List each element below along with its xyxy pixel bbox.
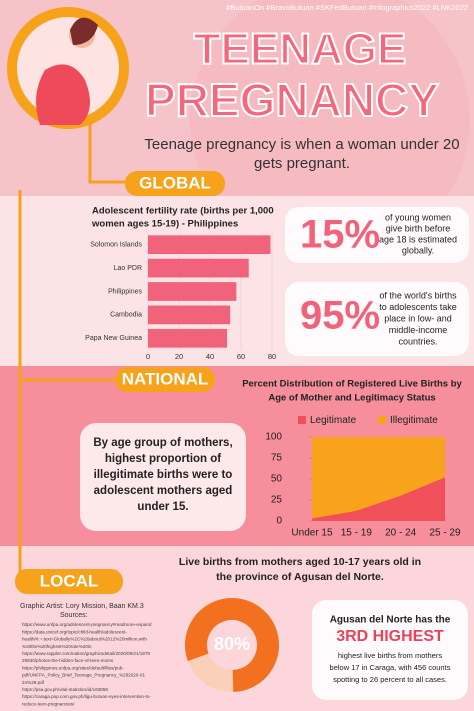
hair [70, 17, 98, 45]
text-line: of the world's births [379, 290, 457, 300]
source-url: https://caraga.pop.com.gov.ph/ligu-butua… [22, 694, 151, 699]
bar [148, 305, 231, 325]
heading: Live births from mothers aged 10-17 year… [179, 556, 421, 568]
source-url: 24%29.pdf [22, 680, 45, 685]
y-tick-label: 75 [271, 453, 283, 464]
source-url: reduce-teen-pregnancies/ [22, 701, 75, 706]
text-line: spotting to 26 percent to all cases. [333, 675, 447, 684]
donut-label: 80% [214, 634, 250, 654]
section-label: GLOBAL [139, 173, 211, 192]
source-url: https://www.rappler.com/nation/graphicsd… [22, 651, 150, 656]
legend-label: Illegitimate [390, 415, 438, 426]
callout-box [312, 600, 468, 700]
source-url: 29830/photos-the-hidden-face-of-teen-mom… [22, 658, 114, 663]
area [312, 437, 445, 519]
hashtags: #ButuanOn #BravoButuan #SKFedButuan #Inf… [226, 3, 468, 12]
text-line: illegitimate births were to [94, 469, 233, 481]
stat-value: 95% [300, 294, 380, 338]
legend-swatch [378, 416, 386, 424]
subtitle: gets pregnant. [254, 155, 350, 172]
credit: Graphic Artist: Lory Mission, Baan KM.3 [20, 603, 144, 610]
source-url: %20the%20highest%20rate%20in [22, 644, 92, 649]
legend-label: Legitimate [310, 415, 357, 426]
stat-box [285, 207, 469, 263]
y-tick-label: Papa New Guinea [85, 335, 142, 342]
title: PREGNANCY [145, 74, 439, 126]
source-url: pdf/UNFPA_Policy_Brief_Teenage_Pregnancy… [22, 673, 145, 678]
text-line: age 18 is estimated [379, 234, 457, 244]
source-url: https://www.unfpa.org/adolescent-pregnan… [22, 622, 152, 627]
stat-box [285, 282, 469, 356]
subtitle: Teenage pregnancy is when a woman under … [144, 136, 459, 153]
x-tick-label: Under 15 [291, 528, 333, 539]
y-tick-label: 50 [271, 474, 283, 485]
section-pill [15, 569, 123, 594]
chart-title: Age of Mother and Legitimacy Status [268, 393, 435, 404]
legend-swatch [298, 416, 306, 424]
text-line: place in low- and [384, 313, 452, 323]
text-line: highest proportion of [105, 453, 221, 465]
y-tick-label: Cambodia [110, 312, 142, 319]
donut-arc [185, 598, 279, 693]
source-url: health/#:~:text=Globally%2C%20about%2012… [22, 637, 147, 642]
text-line: of young women [385, 212, 451, 222]
source-url: https://philippines.unfpa.org/sites/defa… [22, 665, 124, 670]
section-label: LOCAL [40, 571, 99, 590]
y-tick-label: 25 [271, 495, 283, 506]
text-line: give birth before [386, 223, 451, 233]
chart-title: women ages 15-19) - Philippines [91, 219, 238, 230]
decor [190, 0, 470, 260]
y-tick-label: 0 [276, 516, 282, 527]
chart-title: Adolescent fertility rate (births per 1,… [92, 206, 274, 217]
text-line: globally. [402, 245, 434, 255]
source-url: https://psa.gov.ph/vital-statistics/id/1… [22, 687, 108, 692]
x-tick-label: 80 [268, 352, 276, 361]
dress [36, 64, 90, 125]
note-box [80, 423, 246, 531]
text-line: adolescent mothers aged [94, 485, 233, 497]
y-tick-label: Philippines [108, 288, 142, 295]
text-line: countries. [398, 336, 437, 346]
text-line: highest live births from mothers [338, 651, 442, 660]
x-tick-label: 60 [237, 352, 245, 361]
connector [88, 120, 125, 184]
x-tick-label: 25 - 29 [429, 528, 461, 539]
bar [148, 235, 271, 255]
text-line: to adolescents take [379, 302, 457, 312]
x-tick-label: 40 [206, 352, 214, 361]
x-tick-label: 0 [146, 352, 150, 361]
section-label: NATIONAL [122, 369, 209, 388]
x-tick-label: 20 - 24 [385, 528, 417, 539]
heading: the province of Agusan del Norte. [216, 571, 384, 583]
section-pill [125, 171, 225, 196]
bar [148, 328, 228, 348]
chart-title: Percent Distribution of Registered Live … [242, 379, 462, 390]
area [312, 477, 445, 521]
y-tick-label: Lao PDR [114, 265, 142, 272]
text-line: under 15. [137, 501, 188, 513]
sources-label: Sources: [60, 612, 88, 619]
x-tick-label: 15 - 19 [341, 528, 373, 539]
stat-value: 15% [300, 213, 380, 257]
callout-highlight: 3RD HIGHEST [336, 628, 444, 645]
title: TEENAGE [194, 25, 407, 74]
callout-intro: Agusan del Norte has the [330, 615, 451, 626]
y-tick-label: 100 [265, 432, 282, 443]
x-tick-label: 20 [175, 352, 183, 361]
bar [148, 258, 249, 278]
text-line: below 17 in Caraga, with 456 counts [330, 663, 451, 672]
y-tick-label: Solomon Islands [90, 242, 142, 249]
source-url: https://data.unicef.org/topic/child-heal… [22, 629, 127, 634]
section-pill [115, 367, 215, 392]
text-line: By age group of mothers, [93, 437, 232, 449]
bar [148, 282, 237, 301]
text-line: middle-income [389, 325, 448, 335]
